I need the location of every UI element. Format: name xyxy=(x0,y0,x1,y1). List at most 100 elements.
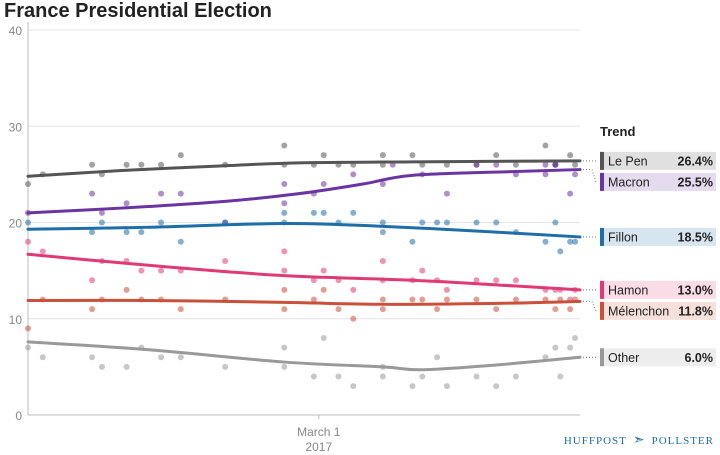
poll-point-le pen xyxy=(123,161,130,168)
poll-point-le pen xyxy=(379,152,386,159)
legend-value: 11.8% xyxy=(678,304,713,318)
poll-point-hamon xyxy=(25,238,31,245)
legend-leader xyxy=(583,300,597,312)
legend-bg xyxy=(600,172,716,191)
legend-value: 26.4% xyxy=(678,154,713,168)
legend-name: Fillon xyxy=(608,230,638,244)
legend-bg xyxy=(600,227,716,246)
y-tick-label: 20 xyxy=(9,217,23,231)
poll-point-mélenchon xyxy=(434,306,441,313)
trend-line-hamon xyxy=(26,252,582,292)
poll-point-fillon xyxy=(379,229,386,236)
poll-point-other xyxy=(158,354,165,361)
poll-point-fillon xyxy=(473,219,480,226)
x-tick-label-year: 2017 xyxy=(305,440,332,454)
poll-point-fillon xyxy=(158,219,165,226)
poll-point-mélenchon xyxy=(310,296,317,303)
chart-title: France Presidential Election xyxy=(4,0,272,22)
legend-item-hamon: Hamon 13.0% xyxy=(583,280,716,299)
poll-point-macron xyxy=(98,209,105,216)
legend-swatch xyxy=(600,348,604,367)
poll-point-macron xyxy=(379,181,386,187)
poll-point-fillon xyxy=(310,209,317,216)
poll-point-fillon xyxy=(443,219,450,226)
poll-point-macron xyxy=(443,190,450,197)
legend-name: Hamon xyxy=(608,283,648,297)
poll-point-fillon xyxy=(281,209,288,216)
poll-point-fillon xyxy=(177,238,184,245)
poll-point-le pen xyxy=(25,181,31,187)
poll-point-other xyxy=(473,373,480,380)
poll-point-macron xyxy=(542,171,549,178)
poll-point-other xyxy=(310,373,317,380)
poll-point-hamon xyxy=(222,258,229,264)
poll-point-mélenchon xyxy=(409,296,416,303)
poll-point-macron xyxy=(350,171,357,178)
poll-point-mélenchon xyxy=(25,325,31,332)
legend-leader xyxy=(583,169,597,183)
poll-point-other xyxy=(98,363,105,370)
trend-line-mélenchon xyxy=(26,298,582,306)
legend-item-other: Other 6.0% xyxy=(583,348,716,367)
legend-name: Macron xyxy=(608,175,650,189)
legend-value: 25.5% xyxy=(678,175,713,189)
poll-point-mélenchon xyxy=(123,286,130,293)
poll-point-fillon xyxy=(379,219,386,226)
poll-point-mélenchon xyxy=(473,296,480,303)
poll-point-mélenchon xyxy=(567,306,574,313)
poll-point-other xyxy=(409,383,416,390)
poll-point-mélenchon xyxy=(443,296,450,303)
poll-point-macron xyxy=(158,190,165,197)
poll-point-other xyxy=(552,344,559,351)
legend-swatch xyxy=(600,151,604,170)
poll-point-fillon xyxy=(419,219,426,226)
logo-pollster: POLLSTER xyxy=(651,434,714,447)
poll-point-le pen xyxy=(409,152,416,159)
poll-point-fillon xyxy=(138,229,145,236)
legend-name: Other xyxy=(608,351,639,365)
poll-point-other xyxy=(123,363,130,370)
trend-line-fillon xyxy=(26,221,582,239)
poll-point-other xyxy=(177,354,184,361)
poll-point-fillon xyxy=(320,209,327,216)
poll-point-le pen xyxy=(320,152,327,159)
poll-point-fillon xyxy=(552,219,559,226)
poll-point-fillon xyxy=(123,229,130,236)
x-tick-label: March 1 xyxy=(297,425,341,439)
poll-point-mélenchon xyxy=(320,286,327,293)
poll-point-hamon xyxy=(512,277,519,284)
legend-bg xyxy=(600,301,716,320)
trend-line-other xyxy=(26,340,582,372)
y-tick-label: 40 xyxy=(9,24,23,38)
poll-point-le pen xyxy=(512,161,519,168)
poll-point-macron xyxy=(89,190,96,197)
legend-item-fillon: Fillon 18.5% xyxy=(583,227,716,246)
poll-point-hamon xyxy=(89,277,96,284)
poll-point-macron xyxy=(552,161,559,168)
poll-point-other xyxy=(89,354,96,361)
trend-line-le pen xyxy=(26,159,582,178)
logo-huffpost: HUFFPOST xyxy=(563,434,627,447)
poll-point-le pen xyxy=(158,161,165,168)
poll-point-fillon xyxy=(434,219,441,226)
poll-point-mélenchon xyxy=(493,306,500,313)
poll-point-le pen xyxy=(138,161,145,168)
legend-name: Le Pen xyxy=(608,154,648,168)
poll-point-hamon xyxy=(320,267,327,274)
poll-point-macron xyxy=(177,190,184,197)
legend-bg xyxy=(600,151,716,170)
poll-point-mélenchon xyxy=(281,306,288,313)
poll-point-mélenchon xyxy=(419,296,426,303)
poll-point-mélenchon xyxy=(89,306,96,313)
poll-point-mélenchon xyxy=(379,306,386,313)
poll-point-other xyxy=(25,344,31,351)
poll-point-fillon xyxy=(98,219,105,226)
legend-swatch xyxy=(600,172,604,191)
poll-point-other xyxy=(281,363,288,370)
poll-point-macron xyxy=(493,161,500,168)
poll-point-mélenchon xyxy=(281,286,288,293)
legend-swatch xyxy=(600,301,604,320)
poll-point-hamon xyxy=(419,267,426,274)
poll-point-le pen xyxy=(177,152,184,159)
